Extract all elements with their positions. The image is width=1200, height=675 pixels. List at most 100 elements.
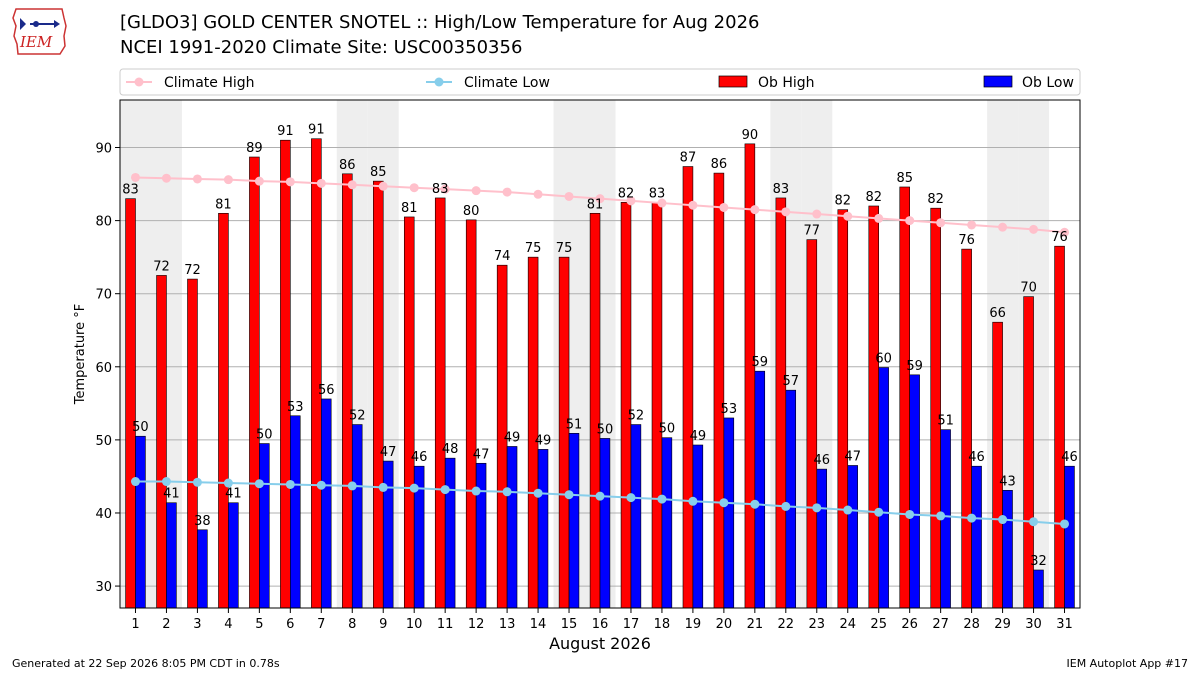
x-axis-label: August 2026 (549, 634, 651, 653)
bar-ob-low-22 (785, 389, 797, 609)
generated-timestamp: Generated at 22 Sep 2026 8:05 PM CDT in … (12, 657, 280, 670)
label-ob-low-21: 59 (752, 355, 769, 370)
label-ob-low-10: 46 (411, 450, 428, 465)
point-climate-high-14 (533, 189, 543, 199)
label-ob-low-4: 41 (225, 487, 242, 502)
label-ob-low-28: 46 (968, 450, 985, 465)
point-climate-low-24 (843, 505, 853, 515)
label-ob-high-21: 90 (742, 128, 759, 143)
bar-ob-low-24 (847, 465, 858, 609)
bar-ob-low-4 (228, 502, 239, 609)
x-tick-label-1: 1 (131, 617, 139, 632)
label-ob-low-25: 60 (875, 352, 892, 367)
label-ob-low-30: 32 (1030, 554, 1047, 569)
label-ob-low-24: 47 (844, 449, 861, 464)
point-climate-high-22 (781, 207, 791, 217)
bar-ob-low-15 (568, 433, 580, 609)
x-tick-label-23: 23 (809, 617, 826, 632)
app-credit: IEM Autoplot App #17 (1066, 657, 1189, 670)
point-climate-low-9 (378, 482, 388, 492)
y-tick-label-90: 90 (95, 142, 112, 157)
label-ob-high-9: 85 (370, 165, 387, 180)
legend-label-ob-high: Ob High (758, 75, 815, 91)
label-ob-low-9: 47 (380, 445, 397, 460)
x-tick-label-7: 7 (317, 617, 325, 632)
legend-item-ob-high: Ob High (718, 75, 815, 91)
bar-ob-low-17 (630, 424, 642, 609)
point-climate-low-10 (409, 483, 419, 493)
point-climate-low-25 (874, 507, 884, 517)
bar-ob-high-28 (961, 248, 972, 609)
bar-ob-high-2 (156, 275, 167, 609)
label-ob-high-2: 72 (153, 259, 170, 274)
bar-ob-low-20 (723, 417, 735, 609)
point-climate-low-14 (533, 488, 543, 498)
data-labels: 83 72 72 81 89 91 91 86 85 81 83 80 74 75 75 81 82 83 87 86… (122, 123, 1077, 569)
y-tick-label-70: 70 (95, 288, 112, 303)
label-ob-high-30: 70 (1020, 281, 1037, 296)
bar-ob-low-25 (878, 367, 889, 609)
label-ob-high-20: 86 (711, 157, 728, 172)
point-climate-high-18 (657, 198, 667, 208)
label-ob-low-8: 52 (349, 409, 366, 424)
label-ob-low-22: 57 (782, 374, 799, 389)
label-ob-low-19: 49 (690, 429, 707, 444)
label-ob-high-12: 80 (463, 204, 480, 219)
point-climate-high-27 (936, 218, 946, 228)
bar-ob-low-21 (754, 370, 766, 609)
point-climate-high-28 (967, 220, 977, 230)
label-ob-high-6: 91 (277, 124, 294, 139)
x-tick-label-15: 15 (561, 617, 578, 632)
label-ob-high-16: 81 (587, 197, 604, 212)
x-tick-label-29: 29 (994, 617, 1011, 632)
point-climate-high-20 (719, 202, 729, 212)
legend-item-climate-low: Climate Low (426, 75, 550, 91)
point-climate-high-1 (130, 172, 140, 182)
bar-ob-low-3 (197, 529, 208, 609)
label-ob-low-27: 51 (937, 414, 954, 429)
label-ob-high-18: 83 (649, 186, 666, 201)
point-climate-high-26 (905, 216, 915, 226)
bar-ob-low-19 (692, 444, 704, 609)
bar-ob-high-10 (403, 216, 415, 609)
point-climate-low-28 (967, 513, 977, 523)
bar-ob-high-24 (837, 209, 849, 609)
bar-ob-high-18 (651, 202, 663, 609)
point-climate-low-2 (161, 477, 171, 487)
point-climate-high-29 (998, 222, 1008, 232)
label-ob-high-19: 87 (680, 151, 697, 166)
point-climate-high-6 (285, 177, 295, 187)
label-ob-high-11: 83 (432, 182, 449, 197)
label-ob-low-14: 49 (535, 433, 552, 448)
x-tick-label-2: 2 (162, 617, 170, 632)
label-ob-low-3: 38 (194, 514, 211, 529)
bar-ob-high-16 (589, 212, 601, 609)
point-climate-high-12 (471, 186, 481, 196)
point-climate-high-7 (316, 178, 326, 188)
x-tick-label-22: 22 (778, 617, 795, 632)
point-climate-high-10 (409, 183, 419, 193)
label-ob-high-25: 82 (865, 190, 882, 205)
label-ob-low-17: 52 (628, 409, 645, 424)
label-ob-low-31: 46 (1061, 450, 1078, 465)
bar-ob-low-16 (599, 438, 611, 609)
iem-logo: IEM (12, 8, 67, 55)
bar-ob-low-11 (444, 457, 456, 609)
label-ob-high-14: 75 (525, 241, 542, 256)
point-climate-high-19 (688, 200, 698, 210)
y-tick-label-30: 30 (95, 580, 112, 595)
legend: Climate High Climate Low Ob High Ob Low (119, 68, 1081, 96)
point-climate-low-3 (192, 477, 202, 487)
point-climate-low-7 (316, 480, 326, 490)
point-climate-high-2 (161, 173, 171, 183)
label-ob-high-26: 85 (896, 171, 913, 186)
label-ob-high-10: 81 (401, 201, 418, 216)
point-climate-low-17 (626, 493, 636, 503)
bar-ob-low-7 (320, 398, 332, 609)
point-climate-low-30 (1029, 517, 1039, 527)
x-tick-label-9: 9 (379, 617, 387, 632)
point-climate-low-1 (130, 477, 140, 487)
label-ob-low-16: 50 (597, 422, 614, 437)
